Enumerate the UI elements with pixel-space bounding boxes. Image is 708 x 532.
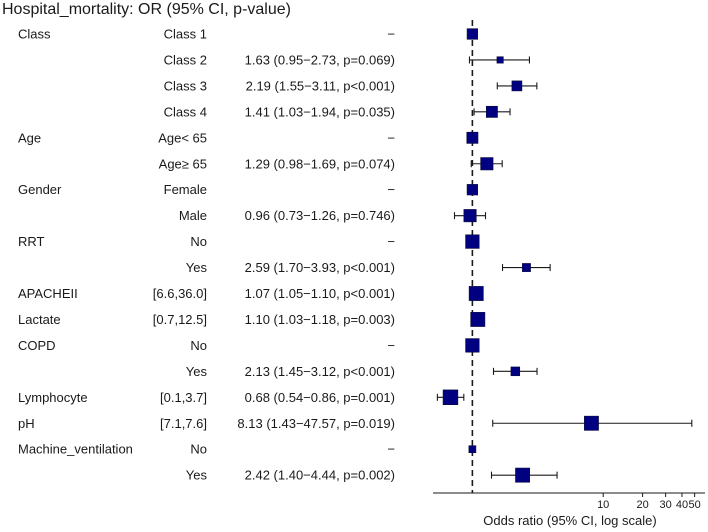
estimate-marker: [486, 105, 498, 118]
table-row: Class Class 1 −: [18, 27, 395, 42]
estimate-marker: [466, 28, 478, 40]
table-row: RRT No −: [18, 234, 395, 249]
chart-title: Hospital_mortality: OR (95% CI, p-value): [2, 1, 291, 18]
level-label: [6.6,36.0]: [153, 286, 207, 301]
level-label: Class 1: [164, 27, 207, 42]
variable-label: Gender: [18, 182, 62, 197]
estimate-marker: [515, 467, 530, 483]
estimate-label: 1.29 (0.98−1.69, p=0.074): [245, 156, 395, 171]
estimate-label: 2.13 (1.45−3.12, p<0.001): [245, 364, 395, 379]
estimate-marker: [584, 415, 599, 431]
variable-label: Machine_ventilation: [18, 442, 133, 457]
estimate-label: 1.10 (1.03−1.18, p=0.003): [245, 312, 395, 327]
estimate-label: 2.59 (1.70−3.93, p<0.001): [245, 260, 395, 275]
x-tick-label: 20: [636, 499, 648, 511]
level-label: Yes: [186, 364, 208, 379]
table-row: Class 4 1.41 (1.03−1.94, p=0.035): [164, 104, 395, 119]
variable-label: COPD: [18, 338, 56, 353]
level-label: No: [190, 442, 207, 457]
level-label: Yes: [186, 260, 208, 275]
estimate-marker: [442, 389, 459, 405]
estimate-label: 0.96 (0.73−1.26, p=0.746): [245, 208, 395, 223]
table-rows: Class Class 1 − Class 2 1.63 (0.95−2.73, p=0…: [18, 27, 395, 483]
table-row: Lymphocyte [0.1,3.7] 0.68 (0.54−0.86, p=0.…: [18, 390, 395, 405]
table-row: Age Age< 65 −: [18, 130, 395, 145]
table-row: Lactate [0.7,12.5] 1.10 (1.03−1.18, p=0.00…: [18, 312, 395, 327]
x-tick-label: 10: [597, 499, 609, 511]
table-row: Age≥ 65 1.29 (0.98−1.69, p=0.074): [159, 156, 395, 171]
estimate-label: −: [387, 130, 395, 145]
estimate-label: 2.42 (1.40−4.44, p=0.002): [245, 468, 395, 483]
estimate-marker: [463, 209, 477, 223]
plot-area: [436, 20, 693, 493]
estimate-marker: [510, 366, 521, 377]
level-label: Class 3: [164, 78, 207, 93]
level-label: [0.7,12.5]: [153, 312, 207, 327]
variable-label: Lymphocyte: [18, 390, 88, 405]
estimate-label: −: [387, 27, 395, 42]
level-label: Class 2: [164, 52, 207, 67]
estimate-label: −: [387, 182, 395, 197]
table-row: Class 2 1.63 (0.95−2.73, p=0.069): [164, 52, 395, 67]
table-row: Machine_ventilation No −: [18, 442, 395, 457]
level-label: Age< 65: [158, 130, 207, 145]
level-label: [7.1,7.6]: [160, 416, 207, 431]
estimate-label: 8.13 (1.43−47.57, p=0.019): [237, 416, 395, 431]
estimate-label: 1.41 (1.03−1.94, p=0.035): [245, 104, 395, 119]
variable-label: Class: [18, 27, 51, 42]
variable-label: APACHEII: [18, 286, 78, 301]
x-tick-label: 40: [676, 499, 688, 511]
estimate-label: −: [387, 442, 395, 457]
variable-label: RRT: [18, 234, 45, 249]
x-tick-label: 30: [659, 499, 671, 511]
variable-label: Age: [18, 130, 41, 145]
estimate-label: 2.19 (1.55−3.11, p<0.001): [246, 78, 395, 93]
level-label: No: [190, 338, 207, 353]
table-row: Gender Female −: [18, 182, 395, 197]
level-label: Male: [179, 208, 207, 223]
table-row: Yes 2.59 (1.70−3.93, p<0.001): [186, 260, 395, 275]
estimate-marker: [480, 157, 494, 171]
x-axis-title: Odds ratio (95% CI, log scale): [483, 513, 656, 528]
table-row: COPD No −: [18, 338, 395, 353]
table-row: Yes 2.13 (1.45−3.12, p<0.001): [186, 364, 395, 379]
table-row: Yes 2.42 (1.40−4.44, p=0.002): [186, 468, 395, 483]
estimate-label: −: [387, 338, 395, 353]
estimate-label: 0.68 (0.54−0.86, p=0.001): [245, 390, 395, 405]
x-tick-label: 50: [689, 499, 701, 511]
table-row: APACHEII [6.6,36.0] 1.07 (1.05−1.10, p<0.0…: [18, 286, 395, 301]
variable-label: pH: [18, 416, 35, 431]
table-row: Class 3 2.19 (1.55−3.11, p<0.001): [164, 78, 395, 93]
level-label: Class 4: [164, 104, 207, 119]
level-label: Female: [164, 182, 207, 197]
estimate-marker: [465, 338, 480, 353]
estimate-marker: [470, 312, 486, 327]
table-row: pH [7.1,7.6] 8.13 (1.43−47.57, p=0.019): [18, 416, 395, 431]
level-label: Age≥ 65: [159, 156, 207, 171]
level-label: [0.1,3.7]: [160, 390, 207, 405]
estimate-marker: [468, 286, 484, 301]
estimate-label: 1.63 (0.95−2.73, p=0.069): [245, 52, 395, 67]
x-axis: 10 20 30 40 50: [433, 492, 705, 511]
estimate-marker: [511, 80, 523, 92]
estimate-label: −: [387, 234, 395, 249]
level-label: No: [190, 234, 207, 249]
estimate-marker: [465, 234, 480, 249]
variable-label: Lactate: [18, 312, 61, 327]
table-row: Male 0.96 (0.73−1.26, p=0.746): [179, 208, 395, 223]
level-label: Yes: [186, 468, 208, 483]
estimate-marker: [466, 131, 479, 144]
estimate-label: 1.07 (1.05−1.10, p<0.001): [245, 286, 395, 301]
estimate-marker: [522, 263, 531, 272]
estimate-marker: [496, 56, 504, 64]
estimate-marker: [468, 445, 477, 454]
estimate-marker: [466, 184, 478, 196]
